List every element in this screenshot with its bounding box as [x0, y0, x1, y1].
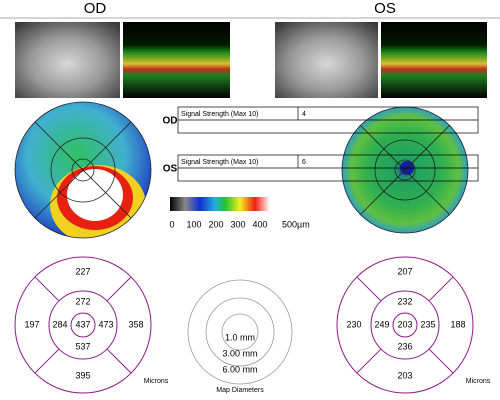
- scale-label: 0: [169, 219, 174, 229]
- thickness-value: 232: [397, 296, 412, 306]
- map-ring: [71, 158, 95, 182]
- map-ring: [50, 137, 116, 203]
- signal-label: Signal Strength (Max 10): [181, 111, 258, 118]
- thickness-value: 235: [420, 319, 435, 329]
- thickness-value: 236: [397, 341, 412, 351]
- thickness-value: 203: [397, 370, 412, 380]
- etdrs-grid: 207 232 230 249 203 235 188 236 203 Microns: [336, 256, 491, 394]
- oct-scan: [381, 22, 487, 98]
- units-label: Microns: [144, 378, 169, 385]
- scale-label: 300: [230, 219, 245, 229]
- map-diameters: 1.0 mm 3.00 mm 6.00 mm Map Diameters: [187, 279, 293, 394]
- units-label: Microns: [466, 378, 491, 385]
- diameter-label: 1.0 mm: [225, 332, 255, 342]
- map-region: [67, 169, 123, 221]
- thickness-value: 197: [24, 319, 39, 329]
- thickness-value: 203: [397, 319, 412, 329]
- thickness-map: [341, 106, 469, 234]
- fundus-image: [15, 22, 120, 98]
- fundus-image: [275, 22, 378, 98]
- color-scale-labels: 0 100 200 300 400 500µm: [169, 219, 309, 229]
- etdrs-grids: 227 272 197 284 437 473 358 537 395 Microns 207 232…: [14, 256, 491, 394]
- map-line: [34, 121, 132, 219]
- thickness-value: 395: [75, 370, 90, 380]
- eye-label: OD: [84, 0, 107, 17]
- eye-label: OS: [374, 0, 396, 17]
- signal-box: OD Signal Strength (Max 10) 4: [163, 106, 479, 134]
- eye-label: OD: [163, 116, 178, 127]
- diameter-ring: [187, 279, 293, 385]
- grid-spoke: [428, 348, 454, 374]
- thickness-value: 537: [75, 341, 90, 351]
- map-ring: [374, 139, 436, 201]
- signal-box: OS Signal Strength (Max 10) 6: [163, 154, 479, 182]
- signal-label: Signal Strength (Max 10): [181, 159, 258, 166]
- thickness-value: 207: [397, 266, 412, 276]
- thickness-value: 188: [450, 319, 465, 329]
- grid-ring: [336, 256, 474, 394]
- grid-ring: [14, 256, 152, 394]
- thickness-value: 284: [52, 319, 67, 329]
- diameter-ring: [205, 297, 275, 367]
- thickness-value: 473: [98, 319, 113, 329]
- diameter-ring: [221, 313, 259, 351]
- oct-scan: [123, 22, 230, 98]
- eye-label: OS: [163, 164, 178, 175]
- scale-label: 500µm: [282, 219, 310, 229]
- grid-spoke: [356, 276, 382, 302]
- grid-ring: [48, 290, 118, 360]
- scale-label: 200: [208, 219, 223, 229]
- thickness-value: 227: [75, 266, 90, 276]
- map-line: [359, 124, 451, 216]
- thickness-value: 272: [75, 296, 90, 306]
- thickness-value: 230: [346, 319, 361, 329]
- diameter-label: 6.00 mm: [222, 364, 257, 374]
- grid-spoke: [106, 348, 132, 374]
- grid-spoke: [428, 276, 454, 302]
- thickness-value: 358: [128, 319, 143, 329]
- scale-label: 100: [186, 219, 201, 229]
- map-ring: [14, 101, 152, 239]
- grid-ring: [370, 290, 440, 360]
- diameter-label: 3.00 mm: [222, 348, 257, 358]
- thickness-map: [14, 101, 152, 239]
- map-hotspot: [50, 165, 146, 238]
- thickness-value: 437: [75, 319, 90, 329]
- etdrs-grid: 227 272 197 284 437 473 358 537 395 Microns: [14, 256, 169, 394]
- color-bar: [170, 197, 270, 211]
- grid-spoke: [106, 276, 132, 302]
- thickness-value: 249: [374, 319, 389, 329]
- scale-label: 400: [252, 219, 267, 229]
- signal-value: 6: [302, 159, 306, 166]
- grid-ring: [70, 312, 96, 338]
- grid-spoke: [34, 348, 60, 374]
- grid-ring: [392, 312, 418, 338]
- signal-value: 4: [302, 111, 306, 118]
- grid-spoke: [356, 348, 382, 374]
- diameter-title: Map Diameters: [216, 387, 264, 394]
- grid-spoke: [34, 276, 60, 302]
- map-ring: [394, 159, 416, 181]
